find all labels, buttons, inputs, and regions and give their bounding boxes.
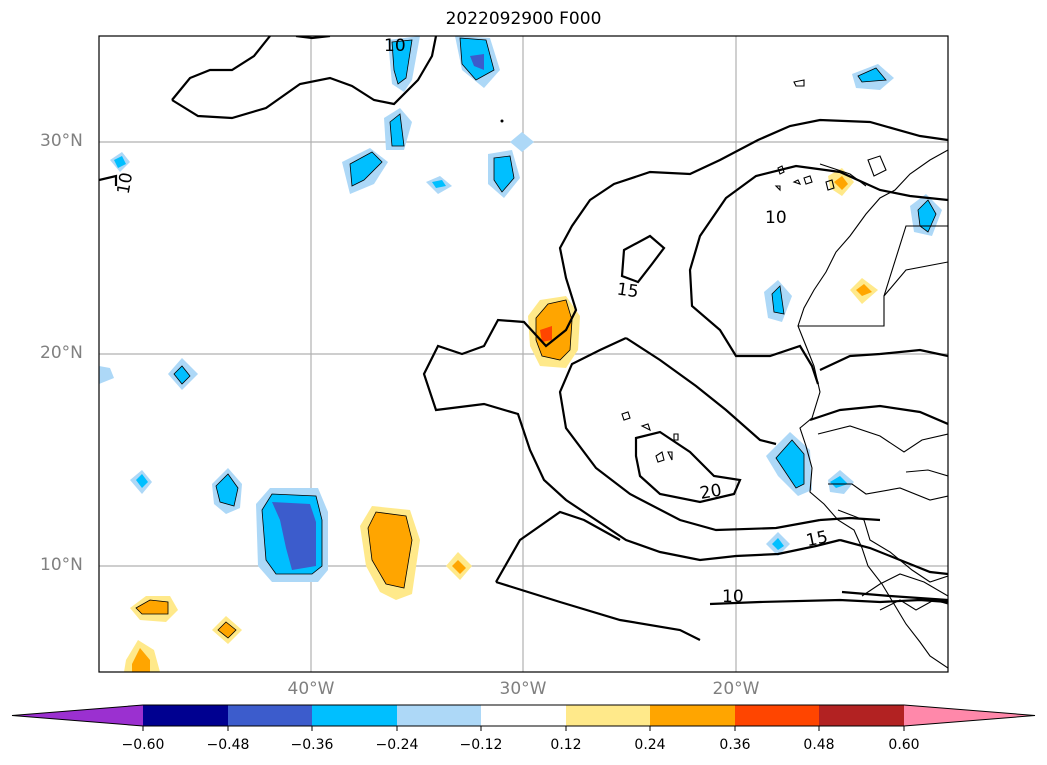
- colorbar-tick-label: −0.12: [459, 737, 503, 753]
- colorbar-tick-label: −0.36: [290, 737, 334, 753]
- colorbar-segment: [735, 705, 820, 726]
- contour-label: 20: [698, 480, 723, 503]
- colorbar-extend-left: [12, 705, 143, 726]
- colorbar-tick-label: 0.12: [550, 737, 582, 753]
- colorbar-tick-label: −0.60: [121, 737, 165, 753]
- colorbar-tick-label: 0.60: [888, 737, 920, 753]
- colorbar-tick-label: 0.48: [803, 737, 835, 753]
- contour-label-group: 10 10 10 15 20 15 10: [114, 36, 830, 607]
- lon-label: 40°W: [287, 679, 335, 699]
- map-frame: [98, 35, 949, 673]
- lon-label: 20°W: [712, 679, 760, 699]
- colorbar-tick-label: −0.24: [375, 737, 419, 753]
- colorbar-tick-label: −0.48: [206, 737, 250, 753]
- contour-label: 10: [722, 587, 744, 607]
- gridlines: [99, 36, 948, 672]
- colorbar-segment: [312, 705, 398, 726]
- contour-label: 10: [765, 208, 787, 228]
- lat-label: 10°N: [40, 555, 83, 575]
- contour-label: 15: [804, 527, 829, 551]
- colorbar-segment: [566, 705, 651, 726]
- map-plot-area: [99, 36, 948, 672]
- colorbar-segment: [228, 705, 313, 726]
- contour-label: 10: [384, 36, 406, 56]
- map-dot: [500, 119, 504, 123]
- anomaly-contour-lines: [135, 37, 937, 639]
- colorbar-extend-right: [904, 705, 1035, 726]
- lon-label: 30°W: [499, 679, 547, 699]
- map-title: 2022092900 F000: [445, 9, 602, 29]
- colorbar-segment: [397, 705, 482, 726]
- colorbar-segment: [650, 705, 736, 726]
- lat-label: 20°N: [40, 343, 83, 363]
- colorbar-tick-label: 0.24: [634, 737, 666, 753]
- colorbar: [11, 704, 1036, 731]
- isoline-contours: [99, 36, 948, 641]
- lat-label: 30°N: [40, 131, 83, 151]
- colorbar-tick-label: 0.36: [719, 737, 751, 753]
- coastlines: [621, 79, 948, 669]
- colorbar-segment: [481, 705, 567, 726]
- colorbar-segment: [819, 705, 905, 726]
- colorbar-segment: [143, 705, 229, 726]
- contour-label: 15: [616, 280, 640, 303]
- contour-label: 10: [114, 171, 137, 196]
